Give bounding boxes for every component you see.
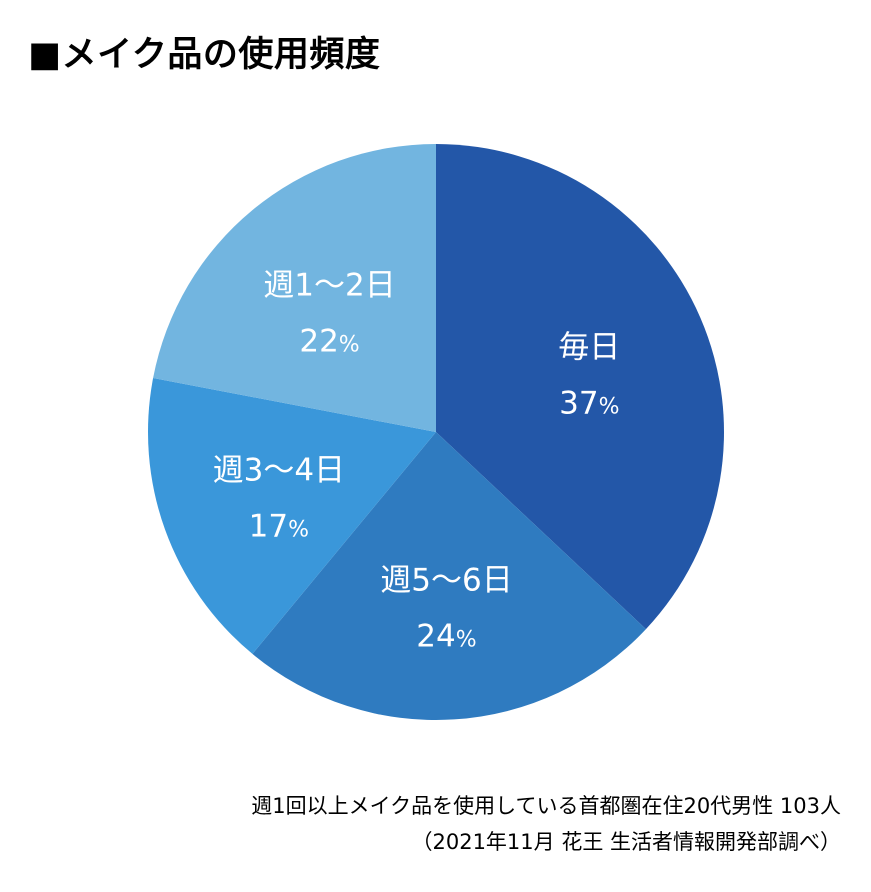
pie-labels: 毎日 37% 週5〜6日 24% 週3〜4日 17% 週1〜2日 22%: [213, 267, 621, 654]
pie-slice: [153, 144, 437, 432]
slice-value-label: 22%: [299, 323, 359, 359]
pie-slices: [148, 144, 724, 720]
slice-category-label: 週1〜2日: [263, 267, 395, 303]
chart-title: ■メイク品の使用頻度: [28, 35, 381, 75]
slice-value-label: 37%: [559, 386, 619, 422]
slice-category-label: 週5〜6日: [380, 563, 512, 599]
slice-category-label: 毎日: [558, 330, 620, 366]
pie-slice: [148, 378, 437, 654]
slice-category-label: 週3〜4日: [213, 453, 345, 489]
slice-value-label: 24%: [416, 619, 476, 655]
pie-slice: [252, 432, 646, 720]
survey-note: 週1回以上メイク品を使用している首都圏在住20代男性 103人: [251, 794, 841, 818]
pie-slice: [436, 144, 724, 630]
source-note: （2021年11月 花王 生活者情報開発部調べ）: [411, 830, 841, 854]
slice-value-label: 17%: [249, 509, 309, 545]
